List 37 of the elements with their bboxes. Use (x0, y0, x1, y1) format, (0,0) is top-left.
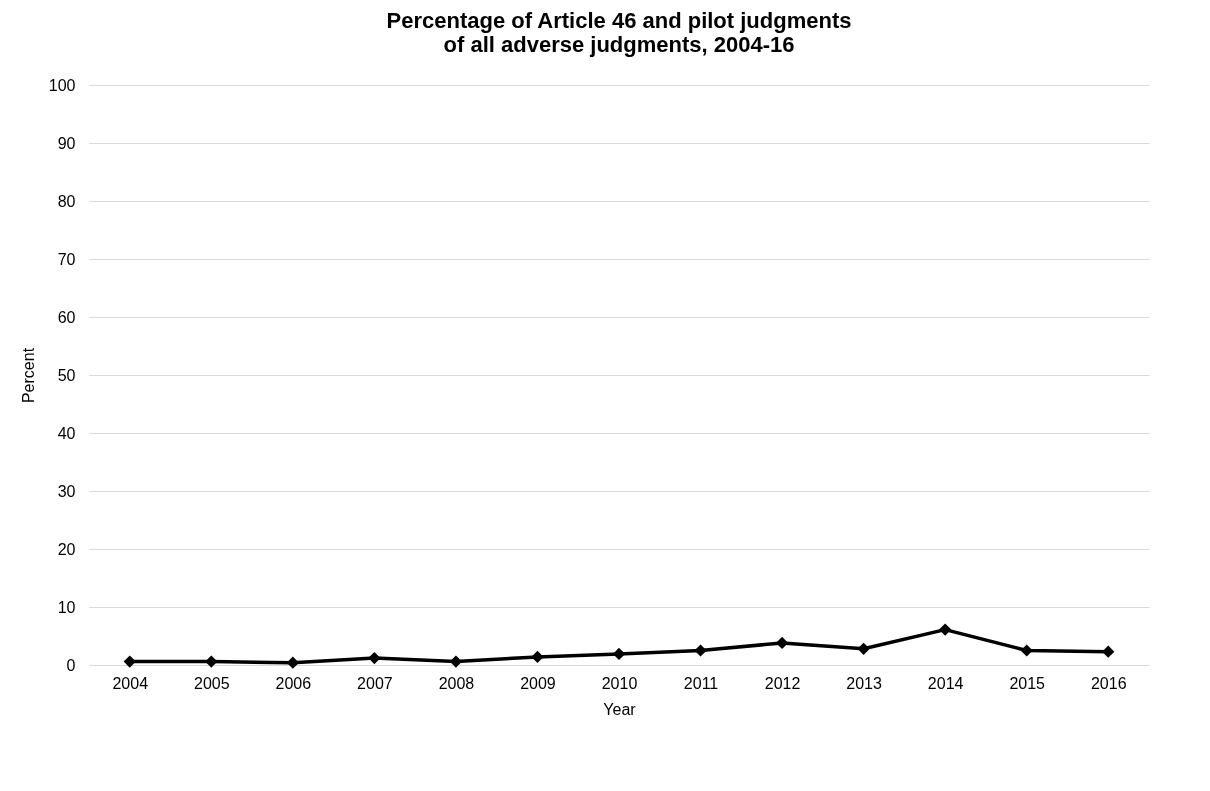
x-tick-label: 2016 (1090, 674, 1127, 692)
y-tick-label: 40 (57, 424, 76, 442)
y-tick-label: 70 (57, 250, 76, 268)
point (857, 642, 870, 655)
point (1020, 644, 1033, 657)
y-tick-label: 90 (57, 134, 76, 152)
y-axis-title: Percent (19, 347, 37, 404)
y-tick-label: 0 (66, 656, 76, 674)
x-tick-label: 2015 (1009, 674, 1046, 692)
y-tick-label: 80 (57, 192, 76, 210)
x-tick-label: 2014 (927, 674, 964, 692)
x-tick-label: 2004 (112, 674, 149, 692)
x-tick-label: 2005 (194, 674, 230, 692)
x-tick-label: 2012 (764, 674, 801, 692)
x-tick-label: 2013 (846, 674, 883, 692)
y-tick-label: 30 (57, 482, 76, 500)
y-tick-label: 20 (57, 540, 76, 558)
point (939, 623, 952, 636)
point (1102, 645, 1115, 658)
point (449, 655, 463, 668)
x-tick-label: 2010 (601, 674, 638, 692)
x-axis-title: Year (603, 700, 637, 718)
point (368, 651, 381, 665)
x-tick-label: 2011 (683, 674, 719, 692)
x-tick-label: 2006 (275, 674, 312, 692)
point (775, 636, 789, 650)
y-tick-label: 10 (57, 598, 76, 616)
y-tick-label: 60 (57, 308, 76, 326)
y-tick-label: 100 (48, 76, 76, 94)
point (612, 647, 626, 661)
y-tick-label: 50 (57, 366, 76, 384)
point (531, 650, 544, 663)
point (123, 655, 136, 668)
x-tick-label: 2008 (438, 674, 475, 692)
chart-title: Percentage of Article 46 and pilot judgments of all adverse judgments, 2004-16 (386, 8, 852, 57)
x-tick-label: 2009 (520, 674, 556, 692)
x-tick-label: 2007 (357, 674, 393, 692)
